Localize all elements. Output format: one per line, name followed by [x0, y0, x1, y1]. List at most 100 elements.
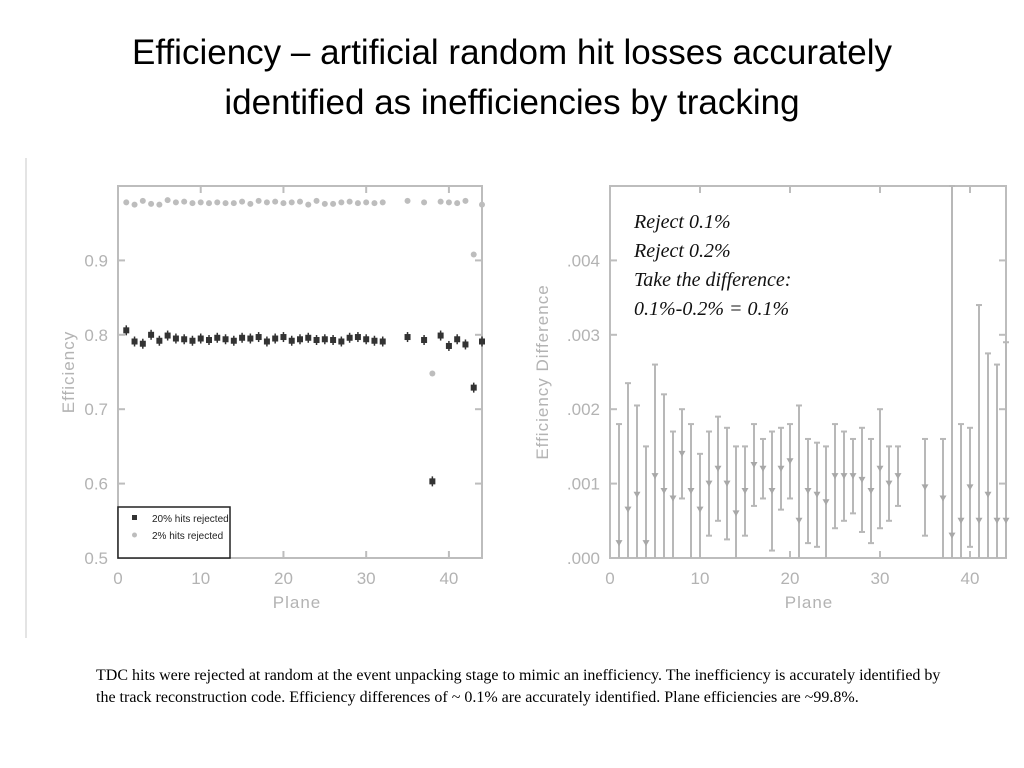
point-2pct-rejected [164, 197, 171, 204]
point-2pct-rejected [156, 201, 163, 208]
point-2pct-rejected [363, 199, 370, 206]
point-20pct-rejected [222, 336, 229, 343]
point-20pct-rejected [404, 334, 411, 341]
point-2pct-rejected [479, 201, 485, 208]
point-2pct-rejected [379, 199, 386, 206]
y-tick-label: 0.8 [84, 326, 108, 345]
point-2pct-rejected [139, 197, 146, 204]
difference-point [867, 488, 875, 495]
point-2pct-rejected [214, 199, 221, 206]
slide-title: Efficiency – artificial random hit losse… [20, 28, 1004, 128]
point-2pct-rejected [429, 370, 436, 377]
point-2pct-rejected [222, 200, 229, 207]
point-2pct-rejected [338, 199, 345, 206]
title-line-1: Efficiency – artificial random hit losse… [132, 33, 892, 72]
difference-point [831, 473, 839, 480]
point-2pct-rejected [206, 200, 212, 207]
difference-point [741, 488, 749, 495]
point-2pct-rejected [181, 198, 188, 205]
legend-marker-2pct [132, 532, 137, 538]
difference-point [957, 517, 965, 524]
point-20pct-rejected [123, 327, 130, 334]
point-20pct-rejected [148, 331, 155, 338]
y-tick-label: 0.5 [84, 549, 108, 568]
point-2pct-rejected [255, 197, 262, 204]
point-2pct-rejected [197, 199, 204, 206]
y-tick-label: .003 [567, 326, 600, 345]
point-20pct-rejected [330, 337, 337, 344]
point-20pct-rejected [470, 384, 477, 391]
difference-point [804, 488, 812, 495]
point-20pct-rejected [131, 338, 138, 345]
point-2pct-rejected [371, 200, 378, 207]
efficiency-axis-ticks: 0 10 20 30 40 0.5 0.6 0.7 0.8 0.9 [84, 186, 482, 588]
difference-point [822, 499, 830, 506]
slide-caption: TDC hits were rejected at random at the … [96, 667, 941, 706]
difference-point [858, 476, 866, 483]
efficiency-y-axis-label: Efficiency [59, 331, 78, 413]
y-tick-label: .000 [567, 549, 600, 568]
point-20pct-rejected [255, 334, 262, 341]
difference-point [849, 473, 857, 480]
point-20pct-rejected [288, 337, 295, 344]
efficiency-points [123, 197, 485, 487]
point-2pct-rejected [172, 199, 179, 206]
point-20pct-rejected [421, 337, 428, 344]
point-2pct-rejected [239, 198, 246, 205]
point-2pct-rejected [346, 198, 353, 205]
point-2pct-rejected [297, 198, 303, 205]
x-tick-label: 0 [605, 569, 614, 588]
point-2pct-rejected [280, 200, 287, 207]
difference-point [687, 488, 695, 495]
point-20pct-rejected [263, 338, 270, 345]
difference-point [840, 473, 848, 480]
point-20pct-rejected [189, 337, 196, 344]
difference-point [777, 465, 785, 472]
difference-point [993, 517, 1001, 524]
difference-point [759, 465, 767, 472]
difference-point [885, 480, 893, 487]
annotation-line-1: Reject 0.1% [633, 211, 731, 233]
point-20pct-rejected [346, 334, 353, 341]
efficiency-chart-frame [117, 185, 483, 559]
difference-point [615, 540, 623, 547]
difference-point [975, 517, 983, 524]
point-2pct-rejected [189, 200, 196, 207]
difference-point [705, 480, 713, 487]
point-20pct-rejected [379, 338, 386, 345]
point-2pct-rejected [454, 200, 461, 207]
difference-point [732, 510, 740, 517]
point-2pct-rejected [462, 197, 469, 204]
difference-axis-ticks: 0 10 20 30 40 .000 .001 .002 .003 .004 [567, 186, 1006, 588]
point-20pct-rejected [214, 334, 221, 341]
point-20pct-rejected [139, 340, 146, 347]
x-tick-label: 30 [871, 569, 890, 588]
point-2pct-rejected [404, 197, 411, 204]
legend-entry-20pct: 20% hits rejected [152, 514, 229, 525]
point-20pct-rejected [354, 334, 361, 341]
point-20pct-rejected [338, 338, 345, 345]
point-20pct-rejected [206, 337, 212, 344]
point-20pct-rejected [454, 336, 461, 343]
y-tick-label: 0.7 [84, 400, 108, 419]
efficiency-x-axis-label: Plane [273, 593, 321, 612]
y-tick-label: 0.9 [84, 251, 108, 270]
efficiency-difference-chart: 0 10 20 30 40 .000 .001 .002 .003 .004 Efficiency… [533, 185, 1010, 612]
point-20pct-rejected [172, 335, 179, 342]
point-20pct-rejected [197, 335, 204, 342]
point-20pct-rejected [164, 332, 171, 339]
point-20pct-rejected [479, 338, 485, 345]
x-tick-label: 20 [781, 569, 800, 588]
point-2pct-rejected [131, 201, 138, 208]
y-tick-label: .001 [567, 475, 600, 494]
difference-point [795, 517, 803, 524]
point-20pct-rejected [280, 334, 287, 341]
difference-annotation: Reject 0.1% Reject 0.2% Take the differe… [633, 211, 791, 320]
x-tick-label: 10 [191, 569, 210, 588]
x-tick-label: 20 [274, 569, 293, 588]
title-line-2: identified as inefficiencies by tracking [224, 83, 800, 122]
point-20pct-rejected [297, 336, 303, 343]
point-2pct-rejected [247, 200, 254, 207]
difference-point [876, 465, 884, 472]
point-20pct-rejected [363, 336, 370, 343]
